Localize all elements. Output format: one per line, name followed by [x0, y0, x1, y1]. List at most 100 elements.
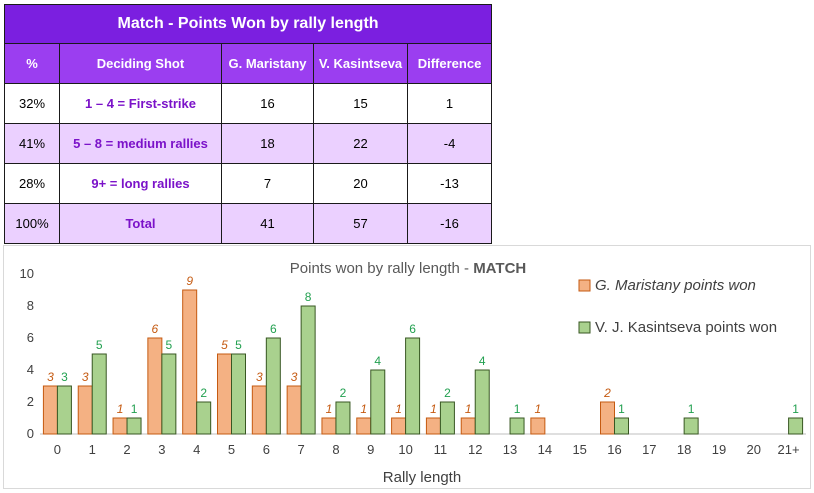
chart-frame: Points won by rally length - MATCH 0 2 4 6 8… [3, 245, 811, 489]
bar-maristany [182, 289, 198, 435]
x-tick-label: 20 [747, 442, 761, 457]
data-label-kasintseva: 1 [131, 402, 138, 416]
cell-player-2: 20 [313, 163, 408, 204]
bar-maristany [42, 385, 58, 435]
x-axis-title: Rally length [383, 469, 461, 486]
x-tick-label: 14 [538, 442, 552, 457]
data-label-maristany: 1 [430, 402, 437, 416]
data-label-maristany: 3 [291, 370, 298, 384]
data-label-maristany: 1 [360, 402, 367, 416]
bar-kasintseva [683, 417, 699, 435]
rally-length-bar-chart: Points won by rally length - MATCH 0 2 4 6 8… [20, 260, 806, 486]
table-row: 41% 5 – 8 = medium rallies 18 22 -4 [4, 123, 493, 164]
bar-kasintseva [474, 369, 490, 435]
data-label-maristany: 1 [535, 402, 542, 416]
cell-difference: -4 [406, 123, 493, 164]
data-label-maristany: 3 [47, 370, 54, 384]
bar-maristany [600, 401, 615, 435]
legend-label-maristany: G. Maristany points won [595, 277, 756, 294]
bar-kasintseva [405, 337, 421, 435]
data-label-kasintseva: 1 [792, 402, 799, 416]
cell-player-1: 18 [221, 123, 314, 164]
x-tick-label: 10 [398, 442, 412, 457]
cell-difference: 1 [406, 83, 493, 124]
table-title: Match - Points Won by rally length [3, 4, 493, 44]
bar-kasintseva [91, 353, 107, 435]
bar-kasintseva [788, 417, 804, 435]
data-label-kasintseva: 4 [479, 354, 486, 368]
rally-length-table: Match - Points Won by rally length % Dec… [3, 4, 493, 244]
data-label-maristany: 1 [395, 402, 402, 416]
data-label-maristany: 2 [603, 386, 611, 400]
table-row: 28% 9+ = long rallies 7 20 -13 [4, 163, 493, 204]
bar-maristany [356, 417, 372, 435]
x-tick-label: 13 [503, 442, 517, 457]
y-tick-label: 0 [27, 426, 34, 441]
x-tick-label: 18 [677, 442, 691, 457]
cell-player-1: 41 [221, 203, 314, 244]
data-label-maristany: 9 [186, 274, 193, 288]
data-label-kasintseva: 3 [61, 370, 68, 384]
bar-maristany [530, 417, 546, 435]
y-tick-label: 4 [27, 362, 34, 377]
data-label-kasintseva: 1 [618, 402, 625, 416]
data-label-kasintseva: 5 [166, 338, 173, 352]
bar-maristany [217, 353, 232, 435]
y-tick-label: 6 [27, 330, 34, 345]
x-tick-label: 11 [434, 442, 448, 457]
col-header-player-1: G. Maristany [221, 43, 314, 84]
x-tick-label: 3 [158, 442, 165, 457]
col-header-deciding-shot: Deciding Shot [59, 43, 222, 84]
col-header-percent: % [4, 43, 60, 84]
x-tick-label: 9 [367, 442, 374, 457]
data-label-kasintseva: 2 [340, 386, 347, 400]
x-tick-label: 16 [607, 442, 621, 457]
cell-deciding-shot: 5 – 8 = medium rallies [59, 123, 222, 164]
cell-percent: 100% [4, 203, 60, 244]
cell-player-2: 57 [313, 203, 408, 244]
x-tick-label: 5 [228, 442, 235, 457]
bar-kasintseva [126, 417, 142, 435]
legend-swatch-maristany [578, 279, 591, 292]
y-tick-label: 2 [27, 394, 34, 409]
legend: G. Maristany points won V. J. Kasintseva … [578, 277, 777, 336]
chart-title: Points won by rally length - MATCH [290, 260, 526, 277]
cell-player-2: 15 [313, 83, 408, 124]
bar-kasintseva [614, 417, 629, 435]
cell-player-1: 7 [221, 163, 314, 204]
table-header-row: % Deciding Shot G. Maristany V. Kasintse… [4, 43, 493, 84]
legend-swatch-kasintseva [578, 321, 591, 334]
data-label-kasintseva: 4 [374, 354, 381, 368]
bar-maristany [77, 385, 93, 435]
cell-percent: 32% [4, 83, 60, 124]
cell-deciding-shot: 1 – 4 = First-strike [59, 83, 222, 124]
bar-maristany [460, 417, 476, 435]
data-label-kasintseva: 1 [688, 402, 695, 416]
bar-kasintseva [509, 417, 525, 435]
col-header-player-2: V. Kasintseva [313, 43, 408, 84]
data-label-kasintseva: 5 [96, 338, 103, 352]
data-label-maristany: 6 [152, 322, 159, 336]
data-label-maristany: 1 [326, 402, 333, 416]
cell-percent: 28% [4, 163, 60, 204]
cell-deciding-shot: Total [59, 203, 222, 244]
data-label-kasintseva: 2 [200, 386, 207, 400]
x-tick-label: 8 [332, 442, 339, 457]
data-label-maristany: 5 [221, 338, 228, 352]
table-row-total: 100% Total 41 57 -16 [4, 203, 493, 244]
x-tick-label: 6 [263, 442, 270, 457]
bar-maristany [251, 385, 267, 435]
cell-difference: -13 [406, 163, 493, 204]
x-tick-label: 0 [54, 442, 61, 457]
chart-title-main: Points won by rally length - [290, 260, 473, 277]
data-label-maristany: 1 [117, 402, 124, 416]
bar-maristany [286, 385, 302, 435]
bar-maristany [112, 417, 128, 435]
bar-maristany [425, 417, 441, 435]
bar-kasintseva [370, 369, 386, 435]
cell-player-2: 22 [313, 123, 408, 164]
bar-maristany [321, 417, 337, 435]
data-label-maristany: 3 [256, 370, 263, 384]
x-tick-label: 17 [642, 442, 656, 457]
bar-kasintseva [439, 401, 455, 435]
